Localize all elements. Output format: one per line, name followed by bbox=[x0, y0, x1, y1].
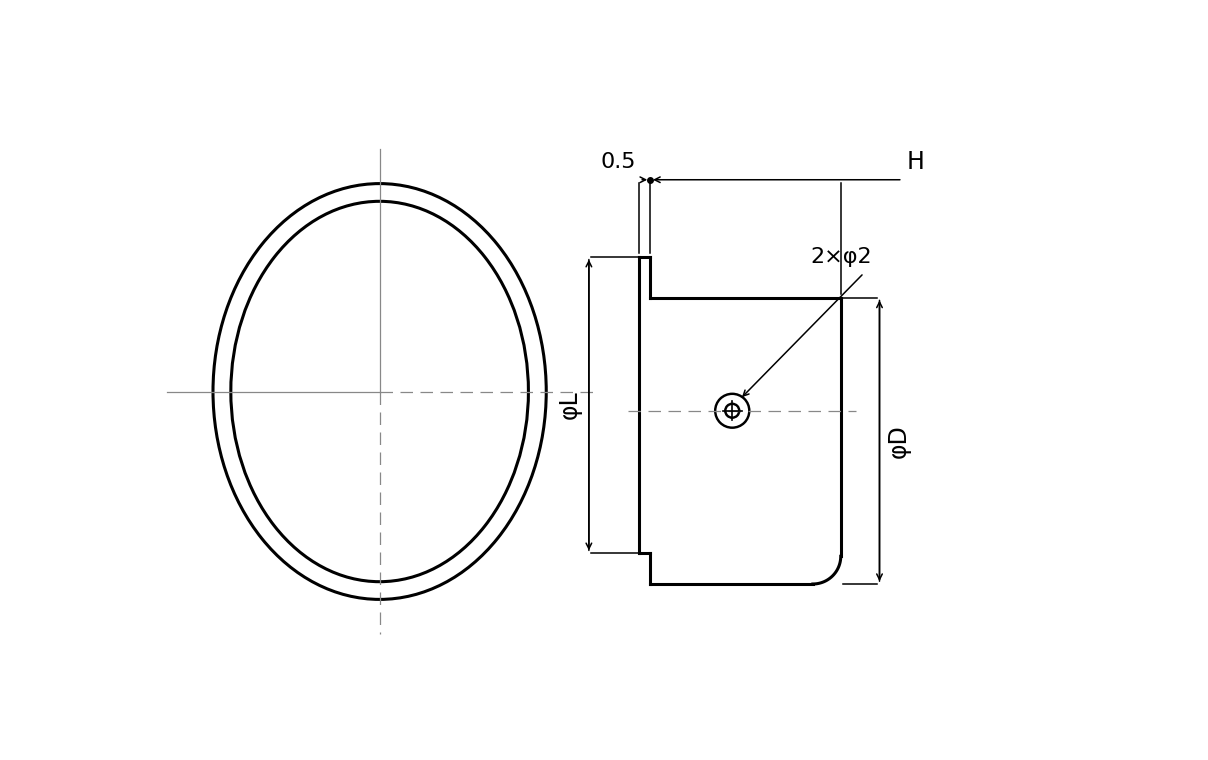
Text: φL: φL bbox=[558, 390, 581, 419]
Text: φD: φD bbox=[887, 424, 911, 458]
Text: 0.5: 0.5 bbox=[600, 152, 637, 172]
Text: 2×φ2: 2×φ2 bbox=[811, 247, 872, 267]
Text: H: H bbox=[907, 150, 924, 174]
